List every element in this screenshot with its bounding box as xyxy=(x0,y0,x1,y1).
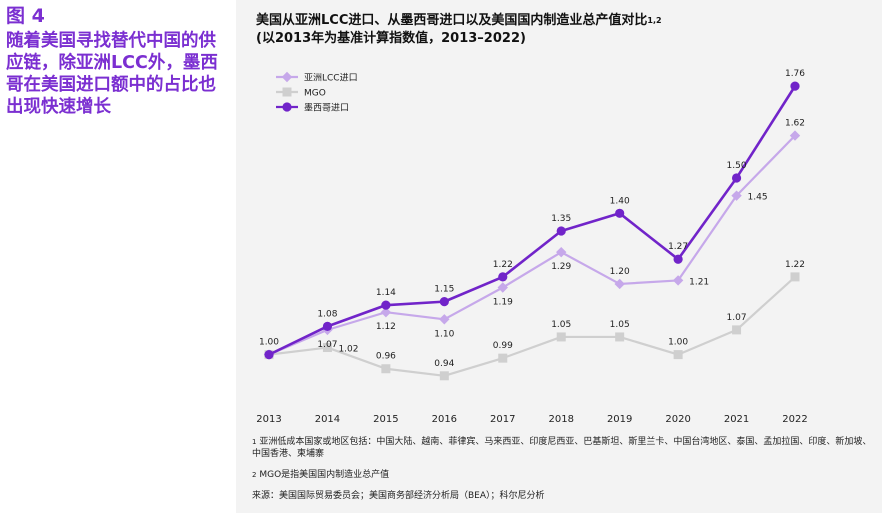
data-label: 1.14 xyxy=(376,288,396,298)
legend-marker xyxy=(282,102,292,112)
data-point xyxy=(439,371,449,381)
footnote-2-marker: 2 xyxy=(252,471,257,479)
chart-title: 美国从亚洲LCC进口、从墨西哥进口以及美国国内制造业总产值对比1,2 (以201… xyxy=(256,12,876,48)
series-line xyxy=(268,134,796,356)
footnote-2-text: MGO是指美国国内制造业总产值 xyxy=(259,470,390,480)
figure-label: 图 4 xyxy=(6,5,45,27)
legend-label: 墨西哥进口 xyxy=(304,103,349,114)
source-note: 来源：美国国际贸易委员会；美国商务部经济分析局（BEA）；科尔尼分析 xyxy=(252,491,545,501)
data-label: 0.99 xyxy=(493,341,513,351)
data-label: 1.62 xyxy=(785,119,805,129)
data-point xyxy=(790,272,800,282)
data-label: 1.40 xyxy=(610,196,630,206)
data-label: 1.15 xyxy=(434,285,454,295)
data-point xyxy=(615,332,625,342)
data-point xyxy=(731,173,742,183)
data-label: 1.05 xyxy=(610,320,630,330)
data-label: 1.45 xyxy=(748,193,768,203)
data-label: 1.08 xyxy=(317,309,337,319)
legend-marker xyxy=(282,87,292,97)
data-point xyxy=(381,300,391,310)
data-label: 1.76 xyxy=(785,69,805,79)
x-tick-label: 2015 xyxy=(373,414,398,425)
x-tick-label: 2013 xyxy=(256,414,281,425)
data-label: 1.22 xyxy=(785,260,805,270)
data-label: 1.27 xyxy=(668,242,688,252)
data-label: 1.07 xyxy=(317,340,337,350)
data-label: 1.07 xyxy=(727,313,747,323)
x-tick-label: 2016 xyxy=(432,414,457,425)
line-chart: 2013 2014 2015 2016 2017 2018 2019 2020 2021 2022… xyxy=(256,69,807,425)
chart-title-line1: 美国从亚洲LCC进口、从墨西哥进口以及美国国内制造业总产值对比 xyxy=(256,13,648,28)
chart-panel: 美国从亚洲LCC进口、从墨西哥进口以及美国国内制造业总产值对比1,2 (以201… xyxy=(236,0,882,513)
x-tick-label: 2021 xyxy=(724,414,749,425)
data-point xyxy=(439,314,450,325)
data-label: 1.21 xyxy=(689,277,709,287)
data-point xyxy=(322,321,333,331)
legend-marker xyxy=(281,71,293,83)
x-tick-label: 2018 xyxy=(548,414,573,425)
data-label: 1.05 xyxy=(551,320,571,330)
data-label: 1.10 xyxy=(434,329,454,339)
footnote-2: 2 MGO是指美国国内制造业总产值 xyxy=(252,469,877,481)
data-point xyxy=(381,364,391,374)
data-label: 1.22 xyxy=(493,260,513,270)
x-tick-label: 2014 xyxy=(315,414,340,425)
data-point xyxy=(789,130,801,141)
data-point xyxy=(615,208,625,218)
footnote-1-marker: 1 xyxy=(252,438,257,446)
data-label: 1.19 xyxy=(493,297,513,307)
data-point xyxy=(790,81,800,91)
data-point xyxy=(556,246,567,258)
data-point xyxy=(673,350,683,360)
data-point xyxy=(264,350,274,360)
x-tick-label: 2017 xyxy=(490,414,515,425)
data-label: 0.94 xyxy=(434,359,454,369)
legend-label: 亚洲LCC进口 xyxy=(304,73,358,84)
data-point xyxy=(556,226,566,236)
data-point xyxy=(322,343,332,353)
chart-title-line2: (以2013年为基准计算指数值，2013–2022) xyxy=(256,31,526,46)
series-line xyxy=(268,276,796,377)
data-label: 1.02 xyxy=(338,345,358,355)
chart-title-footnote-ref: 1,2 xyxy=(647,16,662,25)
data-label: 1.12 xyxy=(376,322,396,332)
x-tick-label: 2022 xyxy=(782,414,807,425)
data-label: 1.00 xyxy=(259,338,279,348)
data-label: 1.35 xyxy=(551,214,571,224)
data-point xyxy=(673,254,683,264)
figure-caption-panel: 图 4 随着美国寻找替代中国的供应链，除亚洲LCC外，墨西哥在美国进口额中的占比… xyxy=(0,0,233,513)
data-point xyxy=(497,282,508,293)
data-point xyxy=(672,275,684,286)
footnotes: 1 亚洲低成本国家或地区包括：中国大陆、越南、菲律宾、马来西亚、印度尼西亚、巴基… xyxy=(252,436,877,511)
data-label: 1.20 xyxy=(610,267,630,277)
data-label: 1.00 xyxy=(668,338,688,348)
figure-heading: 随着美国寻找替代中国的供应链，除亚洲LCC外，墨西哥在美国进口额中的占比也出现快… xyxy=(6,31,218,117)
data-point xyxy=(498,353,508,363)
x-tick-label: 2020 xyxy=(665,414,690,425)
footnote-1-text: 亚洲低成本国家或地区包括：中国大陆、越南、菲律宾、马来西亚、印度尼西亚、巴基斯坦… xyxy=(252,437,872,459)
series-line xyxy=(268,85,797,356)
legend-label: MGO xyxy=(304,89,326,99)
data-point xyxy=(498,272,508,282)
data-point xyxy=(731,190,742,201)
data-point xyxy=(614,278,625,290)
data-point xyxy=(556,332,566,342)
data-label: 0.96 xyxy=(376,352,396,362)
footnote-1: 1 亚洲低成本国家或地区包括：中国大陆、越南、菲律宾、马来西亚、印度尼西亚、巴基… xyxy=(252,436,877,460)
data-label: 1.29 xyxy=(551,262,571,272)
data-point xyxy=(732,325,742,335)
data-point xyxy=(439,297,449,307)
data-label: 1.50 xyxy=(727,161,747,171)
x-tick-label: 2019 xyxy=(607,414,632,425)
